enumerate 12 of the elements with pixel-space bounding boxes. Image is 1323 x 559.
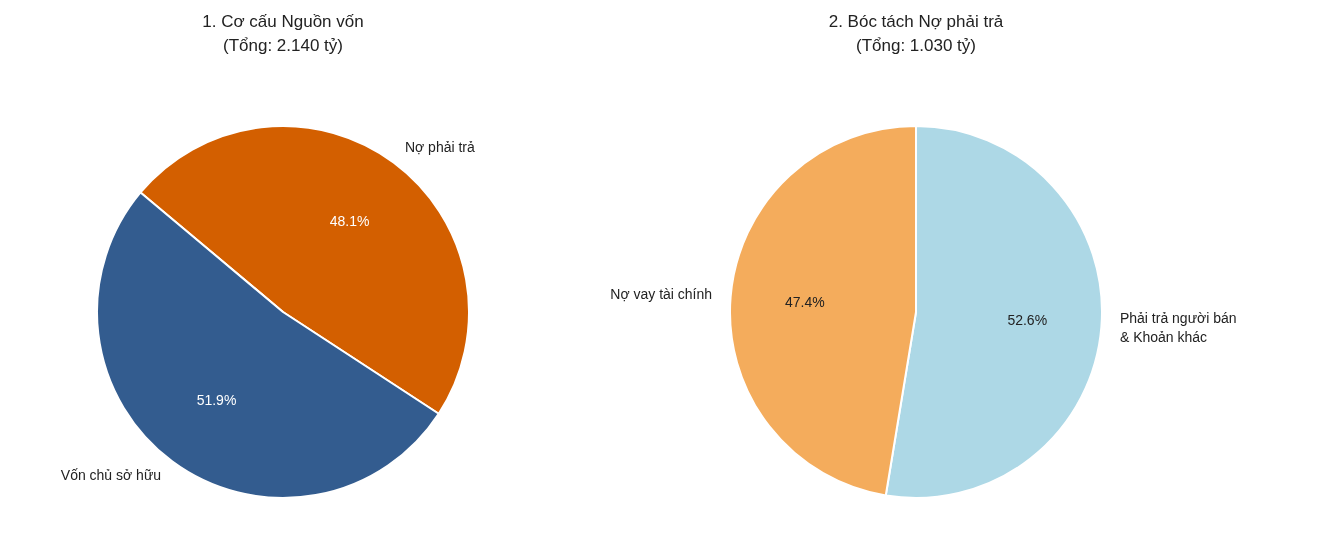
data-label: 52.6% [1007,311,1048,328]
data-label: 47.4% [784,293,825,310]
slice-label: Nợ vay tài chính [610,286,713,303]
slice-label: Nợ phải trả [404,138,476,155]
data-label: 48.1% [329,213,370,230]
data-label: 51.9% [196,392,237,409]
chart-title: 2. Bóc tách Nợ phải trả [828,11,1004,31]
chart-title: 1. Cơ cấu Nguồn vốn [202,11,364,31]
slice-label: Vốn chủ sở hữu [60,467,162,484]
slice-label: Phải trả người bán & Khoản khác [1119,310,1237,346]
chart-subtitle: (Tổng: 1.030 tỷ) [855,35,977,55]
chart-subtitle: (Tổng: 2.140 tỷ) [222,35,344,55]
